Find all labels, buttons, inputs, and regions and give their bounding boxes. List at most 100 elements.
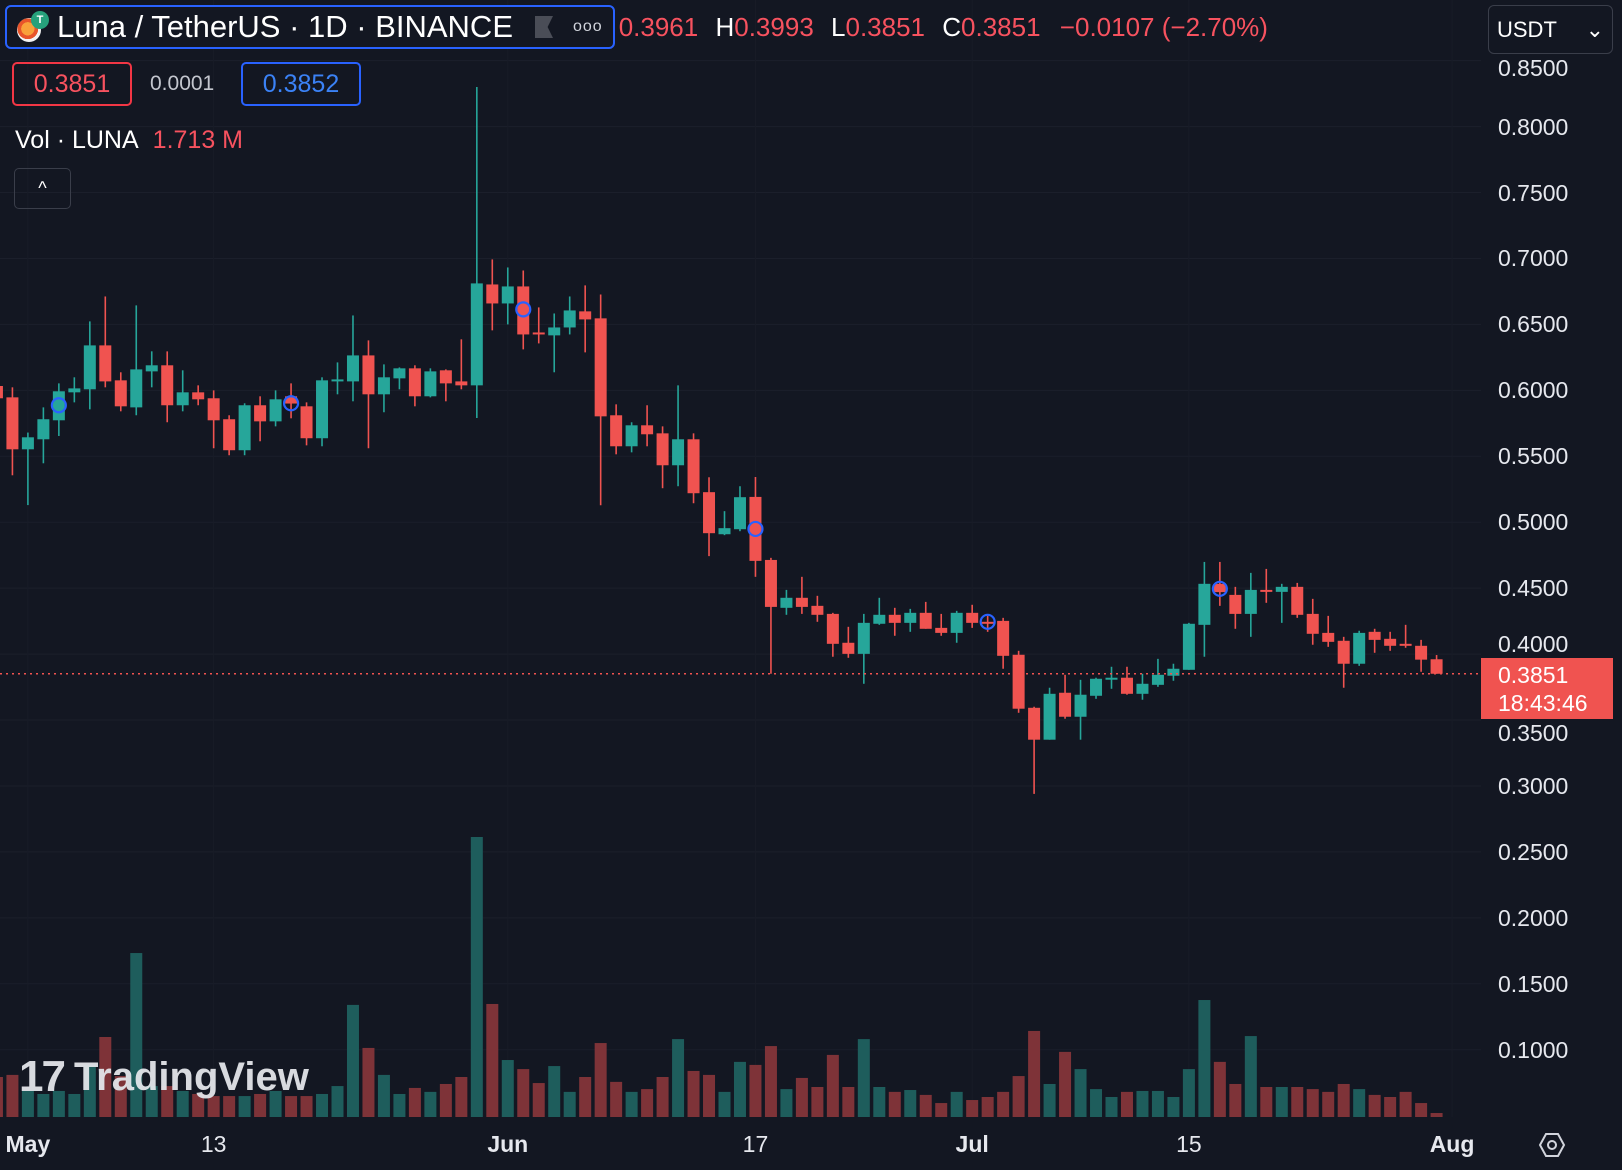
candle-body <box>904 612 917 623</box>
tradingview-watermark[interactable]: 17 TradingView <box>19 1052 309 1102</box>
chart-header: T Luna / TetherUS · 1D · BINANCE ooo 0.3… <box>5 5 1268 49</box>
price-tick-label: 0.7000 <box>1498 245 1569 272</box>
price-tick-label: 0.3500 <box>1498 719 1569 746</box>
price-tick-label: 0.5000 <box>1498 509 1569 536</box>
time-tick-label: Jun <box>487 1131 529 1157</box>
trade-markers[interactable] <box>50 301 1228 630</box>
volume-bar <box>1090 1089 1103 1117</box>
chart-settings-icon[interactable] <box>1538 1131 1566 1159</box>
volume-bar <box>424 1091 437 1117</box>
candle-body <box>532 332 545 335</box>
candle-body <box>1167 668 1180 676</box>
high-key: H <box>715 11 735 42</box>
candle-body <box>161 365 174 406</box>
candle-body <box>1151 674 1164 685</box>
volume-bar <box>718 1091 731 1117</box>
volume-bar <box>37 1093 50 1117</box>
candle-body <box>950 612 963 633</box>
volume-bar <box>393 1093 406 1117</box>
candle-body <box>826 613 839 644</box>
volume-bar <box>1353 1089 1366 1117</box>
candle-body <box>83 345 96 390</box>
candle-body <box>377 377 390 395</box>
candle-body <box>981 621 994 624</box>
volume-bar <box>1430 1113 1443 1117</box>
volume-bar <box>455 1077 468 1117</box>
candlestick-chart[interactable] <box>0 0 1481 1117</box>
buy-price-button[interactable]: 0.3852 <box>241 62 361 106</box>
sell-price-button[interactable]: 0.3851 <box>12 62 132 106</box>
candle-body <box>285 396 298 404</box>
symbol-info-button[interactable]: T Luna / TetherUS · 1D · BINANCE ooo <box>5 5 615 49</box>
candle-body <box>1430 659 1443 674</box>
candle-body <box>269 399 282 422</box>
volume-bar <box>517 1069 530 1117</box>
chevron-down-icon: ⌄ <box>1585 16 1604 42</box>
price-axis[interactable]: 0.8500 0.8000 0.7500 0.7000 0.6500 0.6000 0.55… <box>1481 0 1622 1117</box>
more-options-icon[interactable]: ooo <box>573 18 603 35</box>
candle-body <box>1043 693 1056 740</box>
trade-marker-icon <box>50 397 67 414</box>
currency-select[interactable]: USDT ⌄ <box>1488 5 1613 54</box>
candle-body <box>486 284 499 304</box>
volume-bar <box>145 1086 158 1117</box>
volume-bar <box>1368 1094 1381 1117</box>
candle-body <box>625 425 638 447</box>
volume-bar <box>408 1087 421 1117</box>
flag-icon[interactable] <box>535 16 553 38</box>
volume-bar <box>764 1046 777 1117</box>
low-value: 0.3851 <box>845 11 926 42</box>
volume-bar <box>749 1064 762 1117</box>
candle-body <box>718 528 731 535</box>
currency-selected: USDT <box>1497 16 1557 42</box>
candle-body <box>0 386 3 399</box>
candle-body <box>641 425 654 435</box>
volume-bar <box>1306 1089 1319 1117</box>
volume-bar <box>21 1090 34 1117</box>
volume-bar <box>346 1004 359 1117</box>
candle-body <box>145 365 158 372</box>
grid-lines <box>0 0 1481 1117</box>
collapse-legend-button[interactable]: ^ <box>14 168 71 209</box>
candle-body <box>610 415 623 447</box>
candle-body <box>1368 631 1381 640</box>
candle-body <box>1229 594 1242 614</box>
close-key: C <box>942 11 962 42</box>
candle-body <box>1291 586 1304 615</box>
candle-body <box>1275 586 1288 592</box>
candle-body <box>579 311 592 320</box>
volume-legend[interactable]: Vol · LUNA 1.713 M <box>15 126 243 155</box>
volume-bar <box>52 1090 65 1117</box>
volume-bar <box>532 1083 545 1117</box>
price-tick-label: 0.2500 <box>1498 838 1569 865</box>
candle-body <box>52 391 65 421</box>
candle-body <box>408 368 421 397</box>
volume-bar <box>997 1091 1010 1117</box>
volume-bar <box>1167 1097 1180 1117</box>
candle-body <box>563 310 576 328</box>
spread-value: 0.0001 <box>150 72 215 95</box>
price-tick-label: 0.6500 <box>1498 311 1569 338</box>
candle-body <box>346 355 359 382</box>
chevron-up-icon: ^ <box>38 178 47 198</box>
volume-bar <box>68 1093 81 1117</box>
volume-bar <box>130 953 143 1117</box>
time-axis[interactable]: May 13 Jun 17 Jul 15 Aug <box>0 1117 1622 1170</box>
candle-body <box>99 345 112 382</box>
volume-bar <box>470 837 483 1117</box>
candle-body <box>501 286 514 304</box>
price-tick-label: 0.3000 <box>1498 772 1569 799</box>
volume-bar <box>501 1060 514 1117</box>
volume-bar <box>1028 1030 1041 1117</box>
candle-body <box>517 286 530 335</box>
trade-marker-icon <box>747 520 764 538</box>
candle-body <box>857 622 870 654</box>
price-tick-label: 0.8500 <box>1498 55 1569 81</box>
volume-bar <box>873 1087 886 1117</box>
candle-body <box>1337 640 1350 664</box>
volume-bar <box>300 1096 313 1117</box>
volume-bar <box>1059 1051 1072 1117</box>
tradingview-logo-icon: 17 <box>19 1052 66 1101</box>
ohlc-values: 0.3961 H0.3993 L0.3851 C0.3851 −0.0107 (… <box>619 12 1268 43</box>
volume-bar <box>935 1103 948 1117</box>
